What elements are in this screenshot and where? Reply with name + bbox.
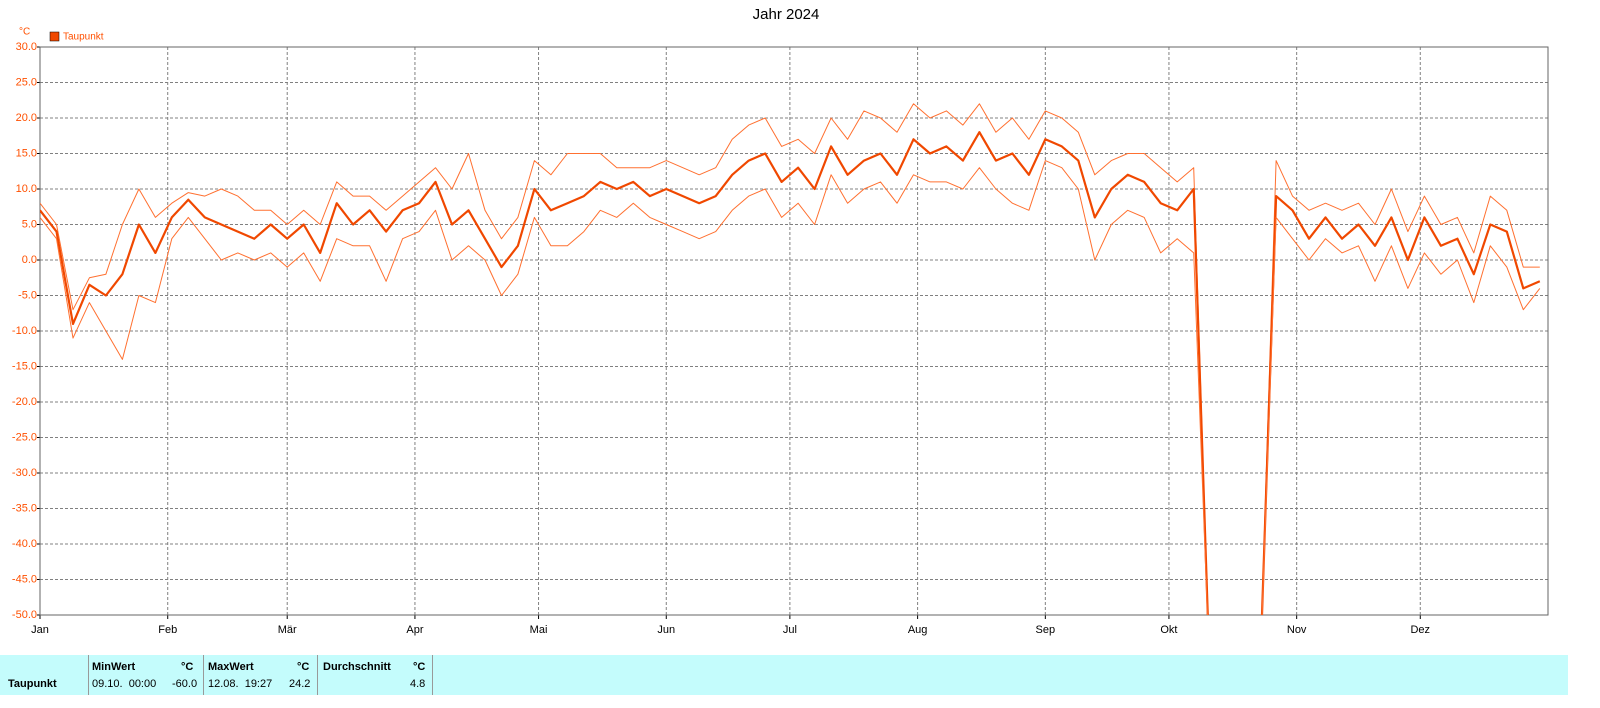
series-line — [40, 103, 1540, 615]
x-tick-label: Aug — [908, 624, 928, 636]
y-tick-label: 15.0 — [16, 147, 37, 159]
y-tick-label: -30.0 — [12, 467, 37, 479]
x-tick-label: Apr — [406, 624, 423, 636]
series-line — [40, 160, 1541, 615]
legend-swatch — [49, 31, 60, 42]
y-tick-label: -45.0 — [12, 573, 37, 585]
x-tick-label: Jan — [31, 624, 49, 636]
x-tick-label: Mai — [530, 624, 548, 636]
max-unit: °C — [297, 661, 310, 673]
y-tick-label: 5.0 — [22, 218, 37, 230]
max-header: MaxWert — [208, 661, 254, 673]
x-tick-label: Okt — [1160, 624, 1177, 636]
avg-value: 4.8 — [410, 678, 426, 690]
y-tick-label: 10.0 — [16, 183, 37, 195]
max-value: 24.2 — [289, 678, 311, 690]
y-tick-label: 20.0 — [16, 112, 37, 124]
y-unit: °C — [19, 27, 30, 38]
x-tick-label: Feb — [158, 624, 177, 636]
max-time: 12.08. 19:27 — [208, 678, 273, 690]
x-tick-label: Dez — [1410, 624, 1430, 636]
legend-label: Taupunkt — [63, 32, 104, 43]
chart: Jahr 2024 °C Taupunkt 30.0 25.0 20.0 15.0 10… — [12, 6, 1549, 636]
x-tick-label: Jun — [657, 624, 675, 636]
min-header: MinWert — [92, 661, 136, 673]
y-tick-label: -25.0 — [12, 431, 37, 443]
y-tick-label: 25.0 — [16, 76, 37, 88]
x-tick-label: Mär — [278, 624, 297, 636]
separator — [88, 655, 89, 695]
separator — [432, 655, 433, 695]
y-tick-label: -50.0 — [12, 609, 37, 621]
x-tick-label: Nov — [1287, 624, 1307, 636]
y-tick-label: 0.0 — [22, 254, 37, 266]
plot-frame — [39, 46, 1549, 616]
y-tick-label: -35.0 — [12, 502, 37, 514]
y-tick-label: -10.0 — [12, 325, 37, 337]
x-tick-label: Sep — [1036, 624, 1056, 636]
stats-bar: Taupunkt MinWert °C 09.10. 00:00 -60.0 M… — [0, 655, 1568, 695]
separator — [203, 655, 204, 695]
chart-title: Jahr 2024 — [753, 6, 820, 23]
avg-header: Durchschnitt — [323, 661, 391, 673]
min-unit: °C — [181, 661, 194, 673]
series-line — [40, 131, 1541, 615]
x-tick-label: Jul — [783, 624, 797, 636]
row-label: Taupunkt — [8, 678, 57, 690]
avg-unit: °C — [413, 661, 426, 673]
y-tick-label: 30.0 — [16, 41, 37, 53]
y-tick-label: -5.0 — [18, 289, 37, 301]
separator — [317, 655, 318, 695]
min-value: -60.0 — [172, 678, 198, 690]
y-tick-label: -15.0 — [12, 360, 37, 372]
y-tick-label: -40.0 — [12, 538, 37, 550]
y-tick-label: -20.0 — [12, 396, 37, 408]
plot-area — [40, 103, 1541, 615]
min-time: 09.10. 00:00 — [92, 678, 157, 690]
